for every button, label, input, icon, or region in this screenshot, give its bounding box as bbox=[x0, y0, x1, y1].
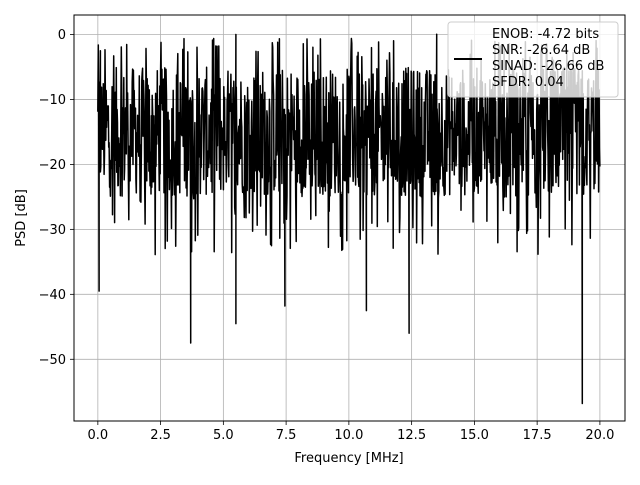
legend: ENOB: -4.72 bits SNR: -26.64 dB SINAD: -26… bbox=[447, 21, 619, 98]
y-axis-ticks: 0 −10 −20 −30 −40 −50 bbox=[39, 28, 74, 368]
x-tick-label: 17.5 bbox=[523, 428, 552, 443]
psd-trace bbox=[97, 33, 601, 405]
y-tick-label: 0 bbox=[58, 28, 66, 43]
y-tick-label: −20 bbox=[39, 158, 66, 173]
y-tick-label: −40 bbox=[39, 288, 66, 303]
y-tick-label: −10 bbox=[39, 93, 66, 108]
x-tick-label: 2.5 bbox=[150, 428, 171, 443]
x-tick-label: 12.5 bbox=[397, 428, 426, 443]
legend-line-text: SINAD: -26.66 dB bbox=[492, 59, 604, 74]
y-tick-label: −50 bbox=[39, 353, 66, 368]
legend-box bbox=[447, 21, 619, 98]
x-tick-label: 20.0 bbox=[585, 428, 614, 443]
x-axis-ticks: 0.0 2.5 5.0 7.5 10.0 12.5 15.0 17.5 20.0 bbox=[88, 421, 614, 443]
legend-line-text: ENOB: -4.72 bits bbox=[492, 27, 599, 42]
legend-label: ENOB: -4.72 bits SNR: -26.64 dB SINAD: -26… bbox=[492, 27, 604, 90]
x-tick-label: 0.0 bbox=[88, 428, 109, 443]
x-tick-label: 10.0 bbox=[334, 428, 363, 443]
plot-frame bbox=[73, 14, 626, 422]
legend-line-text: SNR: -26.64 dB bbox=[492, 43, 590, 58]
y-tick-label: −30 bbox=[39, 223, 66, 238]
x-tick-label: 5.0 bbox=[213, 428, 234, 443]
psd-series-line bbox=[97, 33, 601, 405]
x-tick-label: 7.5 bbox=[276, 428, 297, 443]
x-axis-label: Frequency [MHz] bbox=[294, 451, 403, 466]
y-axis-label: PSD [dB] bbox=[14, 189, 29, 247]
x-tick-label: 15.0 bbox=[460, 428, 489, 443]
legend-line-text: SFDR: 0.04 bbox=[492, 75, 564, 90]
